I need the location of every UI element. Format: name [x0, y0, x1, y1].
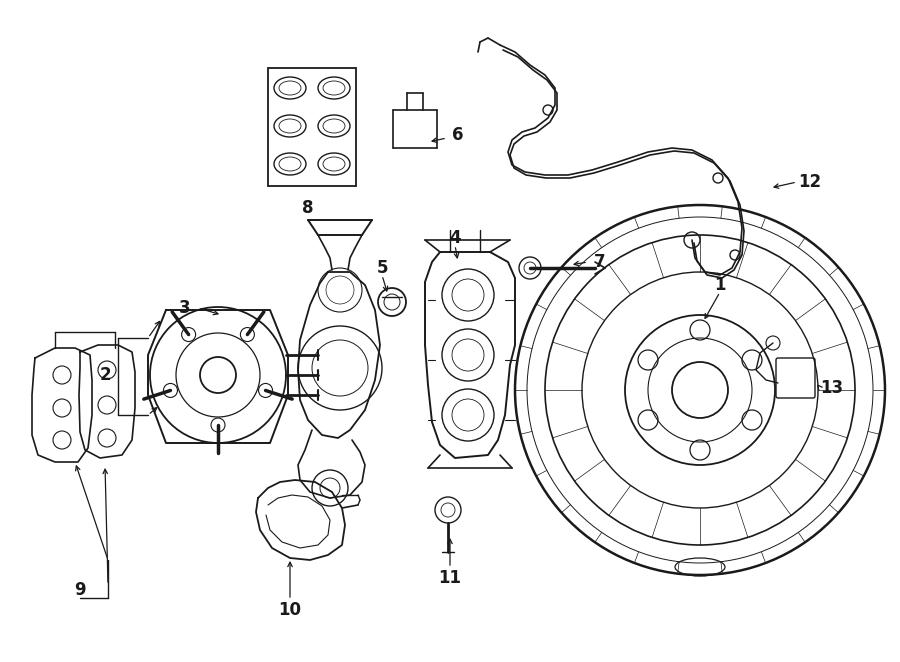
Text: 2: 2	[99, 366, 111, 384]
Text: 7: 7	[594, 253, 606, 271]
Text: 6: 6	[453, 126, 464, 144]
Text: 8: 8	[302, 199, 314, 217]
Text: 11: 11	[438, 569, 462, 587]
Text: 5: 5	[376, 259, 388, 277]
Text: 12: 12	[798, 173, 822, 191]
Text: 9: 9	[74, 581, 86, 599]
Text: 3: 3	[179, 299, 191, 317]
Bar	[268, 68, 356, 186]
Text: 4: 4	[449, 229, 461, 247]
Text: 1: 1	[715, 276, 725, 294]
Text: 13: 13	[821, 379, 843, 397]
Text: 10: 10	[278, 601, 302, 619]
